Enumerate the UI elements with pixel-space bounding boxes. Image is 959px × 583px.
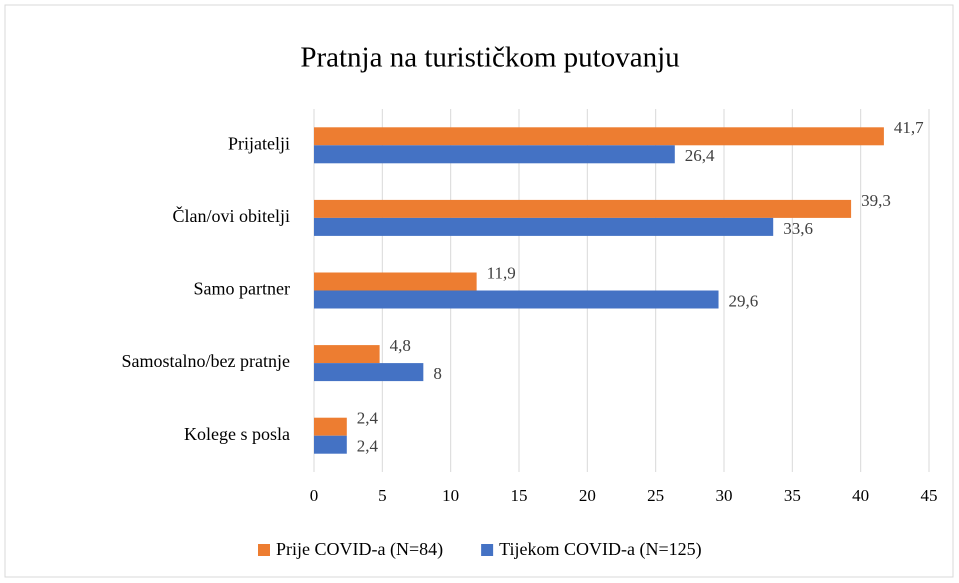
data-label: 29,6 [729, 291, 759, 310]
bar [314, 127, 884, 146]
data-label: 26,4 [685, 146, 715, 165]
bar [314, 272, 477, 291]
data-label: 8 [433, 364, 442, 383]
x-tick-label: 20 [579, 486, 596, 505]
chart-title: Pratnja na turističkom putovanju [300, 42, 679, 74]
y-tick-label: Prijatelji [228, 133, 290, 153]
data-label: 11,9 [487, 263, 516, 282]
x-tick-label: 30 [716, 486, 733, 505]
bar [314, 217, 774, 236]
bar [314, 345, 380, 364]
data-label: 2,4 [357, 437, 379, 456]
y-tick-label: Član/ovi obitelji [173, 205, 291, 226]
x-tick-label: 0 [310, 486, 319, 505]
x-tick-label: 45 [921, 486, 938, 505]
y-tick-label: Samostalno/bez pratnje [122, 351, 290, 371]
y-tick-label: Samo partner [194, 279, 290, 299]
bar [314, 199, 852, 218]
data-label: 39,3 [861, 191, 891, 210]
y-tick-label: Kolege s posla [184, 424, 290, 444]
data-label: 33,6 [783, 219, 813, 238]
data-label: 4,8 [390, 336, 411, 355]
bar [314, 145, 675, 164]
bar [314, 417, 347, 436]
x-tick-label: 10 [442, 486, 459, 505]
x-tick-label: 35 [784, 486, 801, 505]
legend-swatch [258, 544, 270, 556]
x-tick-label: 40 [852, 486, 869, 505]
legend-label: Tijekom COVID-a (N=125) [499, 539, 701, 560]
bar [314, 363, 424, 382]
bar [314, 290, 719, 309]
legend-label: Prije COVID-a (N=84) [276, 539, 443, 560]
legend-swatch [481, 544, 494, 556]
bar [314, 435, 347, 454]
x-tick-label: 25 [647, 486, 664, 505]
x-tick-label: 15 [511, 486, 528, 505]
data-label: 41,7 [894, 118, 924, 137]
data-label: 2,4 [357, 409, 379, 428]
x-tick-label: 5 [378, 486, 387, 505]
